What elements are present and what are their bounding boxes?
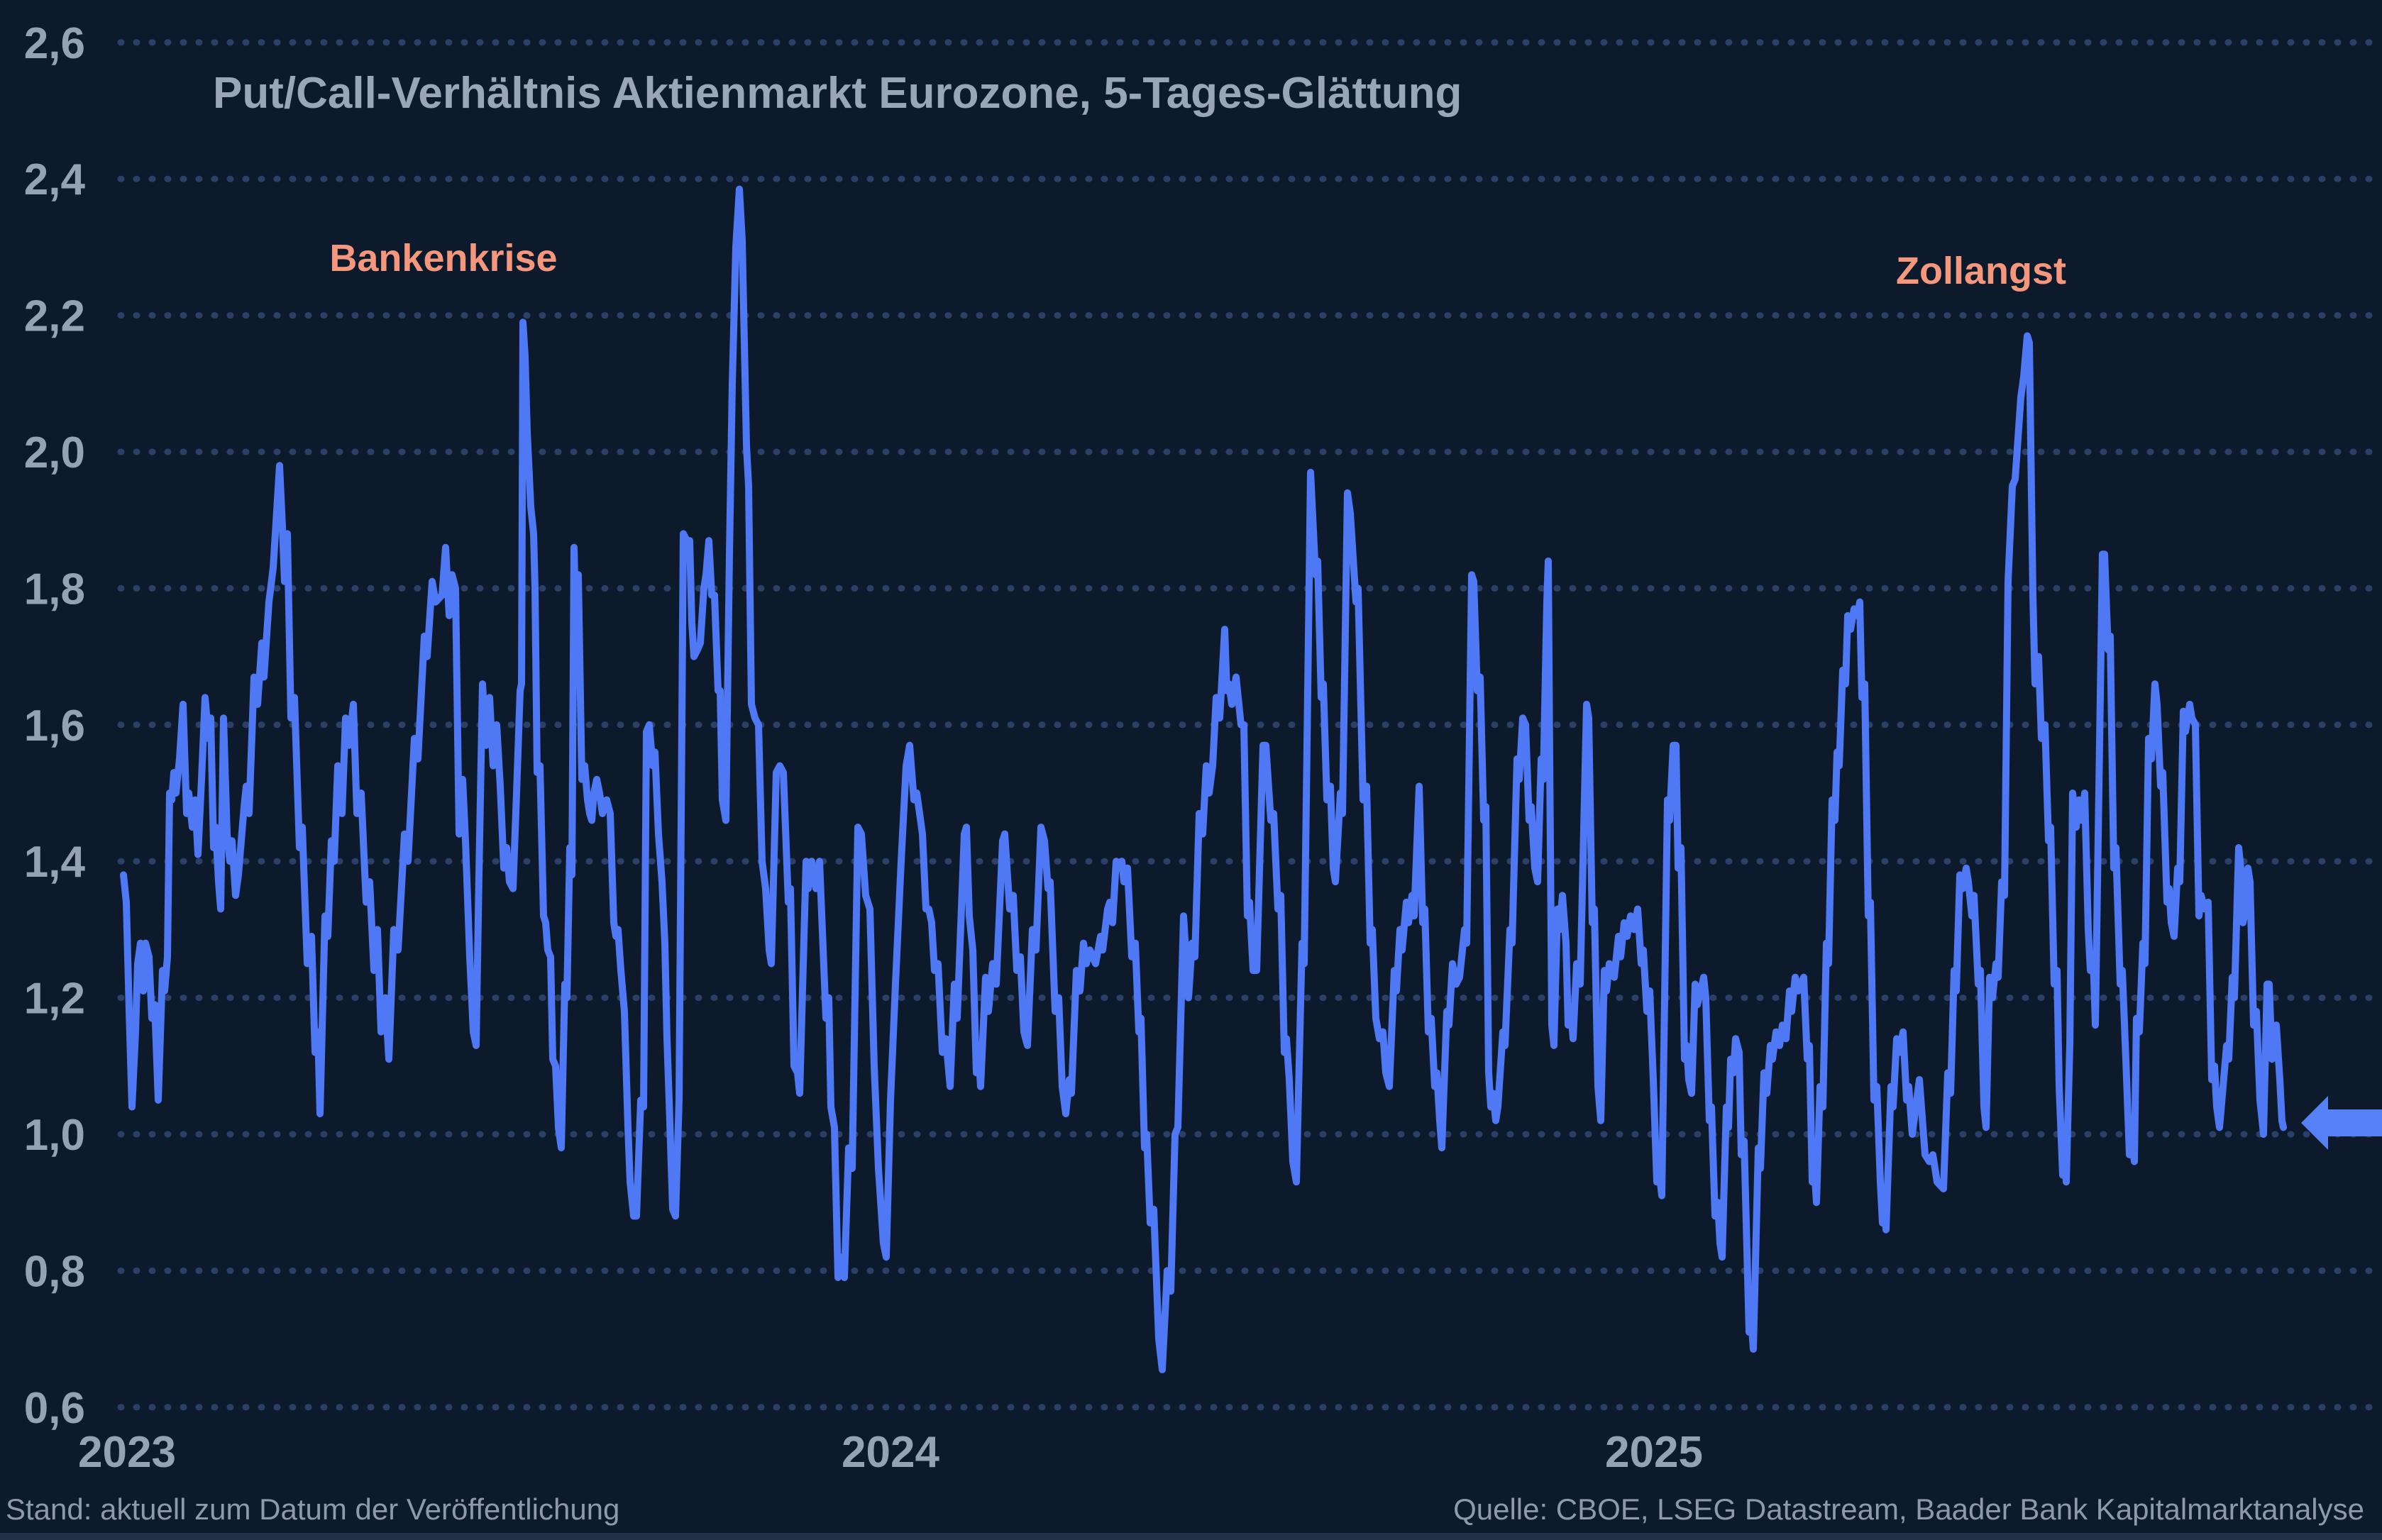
x-tick-2023: 2023 [78, 1428, 176, 1477]
gridlines-group [117, 39, 2382, 1411]
footer-stand-note: Stand: aktuell zum Datum der Veröffentli… [6, 1492, 619, 1526]
y-tick-label: 2,4 [24, 155, 86, 204]
y-tick-label: 2,0 [24, 428, 85, 477]
y-tick-label: 0,6 [24, 1384, 85, 1433]
y-axis-labels: 2,6 2,4 2,2 2,0 1,8 1,6 1,4 1,2 1,0 0,8 0,6 [24, 19, 86, 1433]
annotation-bankenkrise: Bankenkrise [329, 237, 557, 279]
x-tick-2024: 2024 [842, 1428, 939, 1477]
y-tick-label: 2,6 [24, 19, 85, 68]
chart-title: Put/Call-Verhältnis Aktienmarkt Eurozone… [213, 69, 1462, 118]
putcall-series-line [120, 185, 2287, 1373]
current-value-arrow-icon [2301, 1096, 2382, 1150]
y-tick-label: 1,6 [24, 702, 85, 750]
y-tick-label: 1,2 [24, 975, 85, 1024]
y-tick-label: 1,4 [24, 838, 86, 887]
y-tick-label: 0,8 [24, 1247, 85, 1296]
x-tick-2025: 2025 [1605, 1428, 1703, 1477]
y-tick-label: 2,2 [24, 292, 85, 341]
y-tick-label: 1,8 [24, 565, 85, 614]
footer-source-note: Quelle: CBOE, LSEG Datastream, Baader Ba… [1453, 1492, 2364, 1526]
bottom-edge-band [0, 1533, 2382, 1540]
y-tick-label: 1,0 [24, 1111, 85, 1160]
annotation-zollangst: Zollangst [1896, 250, 2066, 292]
